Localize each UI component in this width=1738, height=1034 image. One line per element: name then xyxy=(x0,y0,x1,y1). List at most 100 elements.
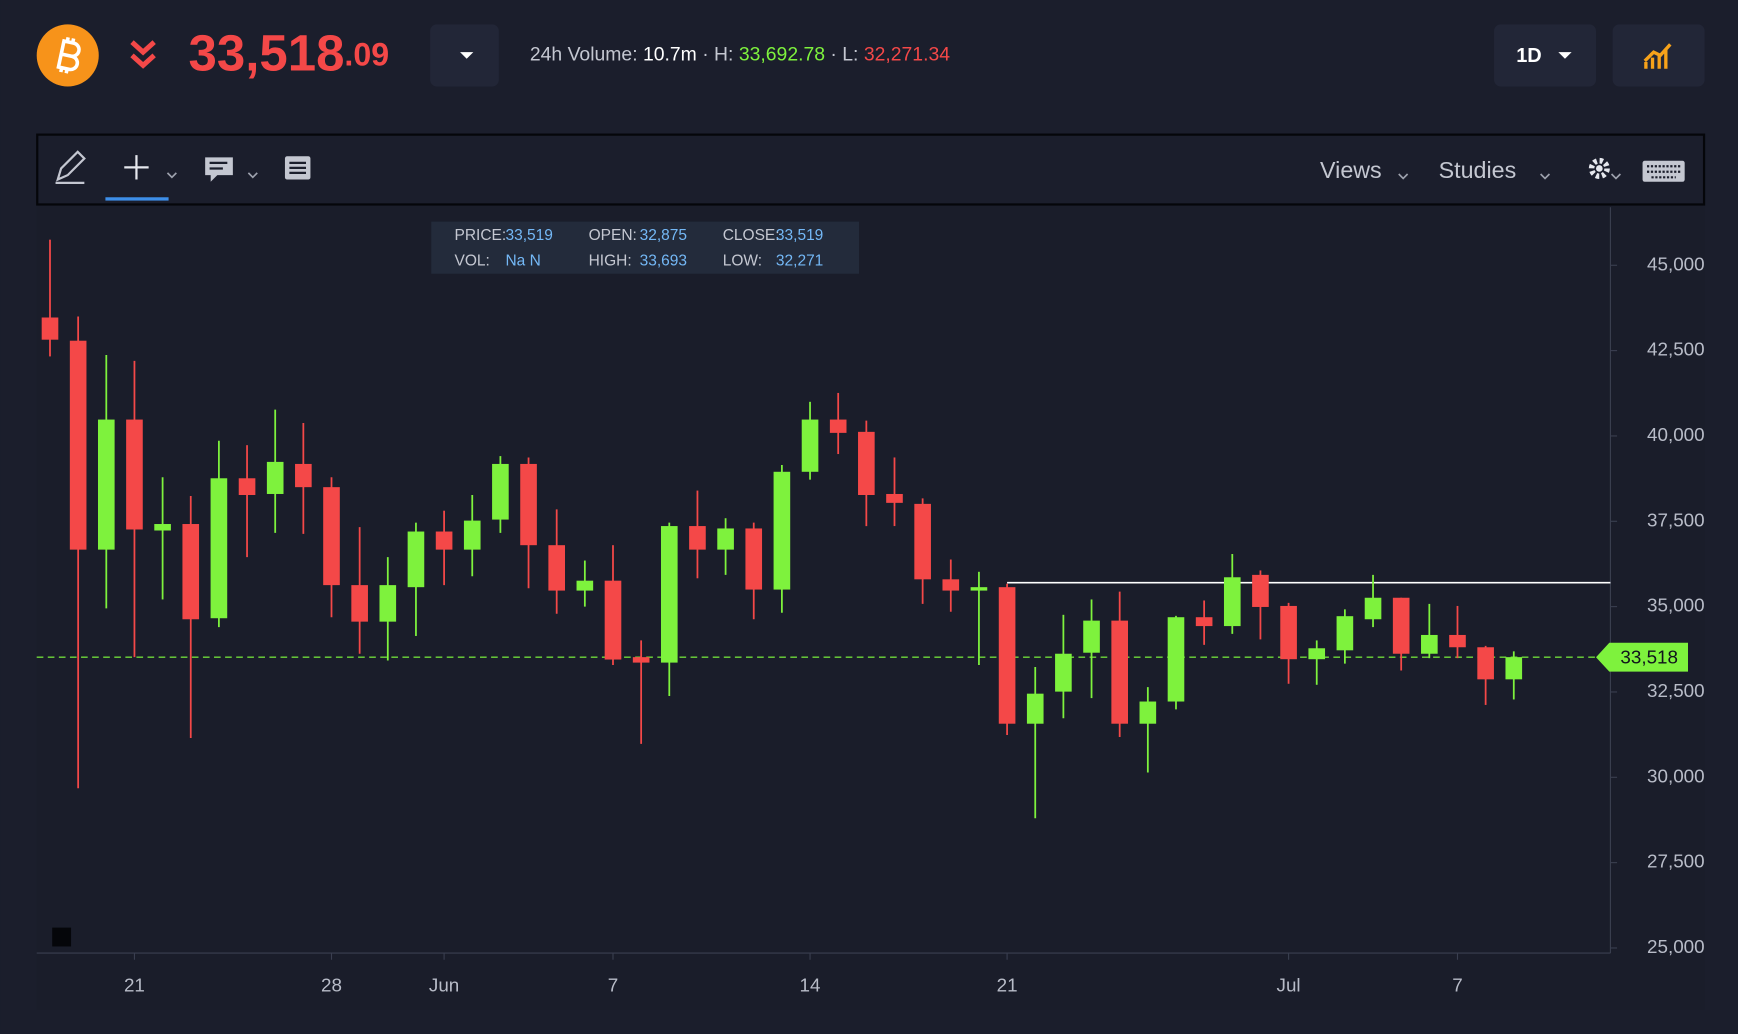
candle-body xyxy=(1139,701,1157,724)
price-tag xyxy=(1596,642,1688,672)
candle-body xyxy=(773,471,791,590)
y-tick-label: 27,500 xyxy=(1647,851,1705,872)
crosshair-icon[interactable] xyxy=(124,155,149,180)
candle-body xyxy=(745,528,763,590)
price-decimals: .09 xyxy=(344,37,389,73)
candle-body xyxy=(717,528,734,550)
y-tick-label: 45,000 xyxy=(1647,253,1705,274)
caret xyxy=(247,172,258,179)
price-main: 33,518 xyxy=(189,25,345,82)
tooltip-value: Na N xyxy=(505,253,540,270)
active-underline xyxy=(105,197,169,201)
candle-body xyxy=(914,503,931,580)
candle-body xyxy=(1505,657,1523,680)
candle-body xyxy=(463,520,481,550)
tooltip-label: PRICE: xyxy=(455,227,507,244)
candle-body xyxy=(858,431,875,496)
toolbar xyxy=(36,133,1706,206)
candle-body xyxy=(1449,634,1466,648)
candle-body xyxy=(492,463,509,520)
candle-body xyxy=(1252,574,1269,607)
views-menu[interactable]: Views xyxy=(1320,157,1382,183)
candle-body xyxy=(210,478,228,619)
tooltip-value: 33,519 xyxy=(505,227,552,244)
tooltip-label: VOL: xyxy=(455,253,490,270)
x-tick-label: Jul xyxy=(1277,974,1301,995)
interval-caret xyxy=(1558,52,1572,59)
tooltip-label: OPEN: xyxy=(589,227,637,244)
high-label: · H: xyxy=(702,44,733,66)
x-tick-label: 7 xyxy=(608,974,618,995)
keyboard-keys xyxy=(1646,165,1681,179)
candle-body xyxy=(660,526,678,663)
candle-body xyxy=(970,587,988,591)
candle-body xyxy=(407,531,425,588)
candle-body xyxy=(576,580,594,591)
candle-body xyxy=(829,419,847,433)
candle-body xyxy=(1083,620,1100,653)
tooltip-value: 32,271 xyxy=(776,253,823,270)
coin-glyph xyxy=(56,37,81,74)
interval-button[interactable] xyxy=(1494,24,1597,87)
candle-body xyxy=(154,524,171,531)
chart-panel xyxy=(36,134,1705,1010)
x-tick-label: 21 xyxy=(997,974,1018,995)
candle-body xyxy=(97,419,115,550)
settings-icon[interactable] xyxy=(1588,157,1610,179)
candle-body xyxy=(632,657,650,663)
caret xyxy=(1610,173,1621,180)
candle-body xyxy=(1421,634,1438,654)
comment-lines xyxy=(209,161,228,170)
tooltip-text: PRICE: 33,519 OPEN: 32,875 CLOSE: 33,519… xyxy=(455,227,824,269)
candle-body xyxy=(41,317,59,340)
y-tick-label: 37,500 xyxy=(1647,509,1705,530)
candle-body xyxy=(1477,647,1494,680)
dropdown-caret xyxy=(460,52,474,59)
candle-body xyxy=(266,461,284,494)
y-tick-label: 30,000 xyxy=(1647,765,1705,786)
candle-body xyxy=(1195,617,1213,627)
candle-body xyxy=(1223,577,1241,627)
x-tick-label: 7 xyxy=(1452,974,1462,995)
candle-body xyxy=(1280,605,1297,660)
candle-body xyxy=(182,524,200,620)
candle-body xyxy=(604,580,622,660)
candle-body xyxy=(1364,597,1382,620)
candle-body xyxy=(689,526,706,550)
studies-menu[interactable]: Studies xyxy=(1439,157,1517,183)
candle-body xyxy=(295,463,312,488)
candle-body xyxy=(548,545,566,591)
candle-body xyxy=(1392,597,1410,654)
candle-body xyxy=(998,587,1016,724)
pencil-icon[interactable] xyxy=(55,150,86,184)
candle-body xyxy=(323,487,340,586)
x-tick-label: 28 xyxy=(321,974,342,995)
price-tag-label: 33,518 xyxy=(1620,646,1678,667)
tooltip-value: 32,875 xyxy=(640,227,687,244)
low: 32,271.34 xyxy=(864,44,950,66)
candle-body xyxy=(1055,653,1072,692)
price: 33,518.09 xyxy=(189,25,390,82)
caret xyxy=(1398,173,1409,180)
interval: 1D xyxy=(1516,45,1542,67)
list-lines xyxy=(289,161,307,174)
x-tick-label: Jun xyxy=(429,974,459,995)
candle-body xyxy=(1167,617,1185,702)
high: 33,692.78 xyxy=(739,44,825,66)
y-tick-label: 35,000 xyxy=(1647,595,1705,616)
x-tick-label: 21 xyxy=(124,974,145,995)
volume: 10.7m xyxy=(643,44,697,66)
candle-body xyxy=(886,493,903,503)
candle-body xyxy=(69,340,87,550)
candle-body xyxy=(1111,620,1128,724)
tooltip-label: LOW: xyxy=(723,253,762,270)
tooltip xyxy=(431,221,860,274)
plot: 25,000 27,500 30,000 32,500 35,000 37,500 40,0… xyxy=(36,207,1705,995)
y-tick-label: 40,000 xyxy=(1647,424,1705,445)
candle-body xyxy=(379,585,397,622)
corner-square xyxy=(52,927,72,947)
candle-body xyxy=(435,531,453,550)
chart-type-icon xyxy=(1643,43,1672,69)
caret xyxy=(166,172,177,179)
